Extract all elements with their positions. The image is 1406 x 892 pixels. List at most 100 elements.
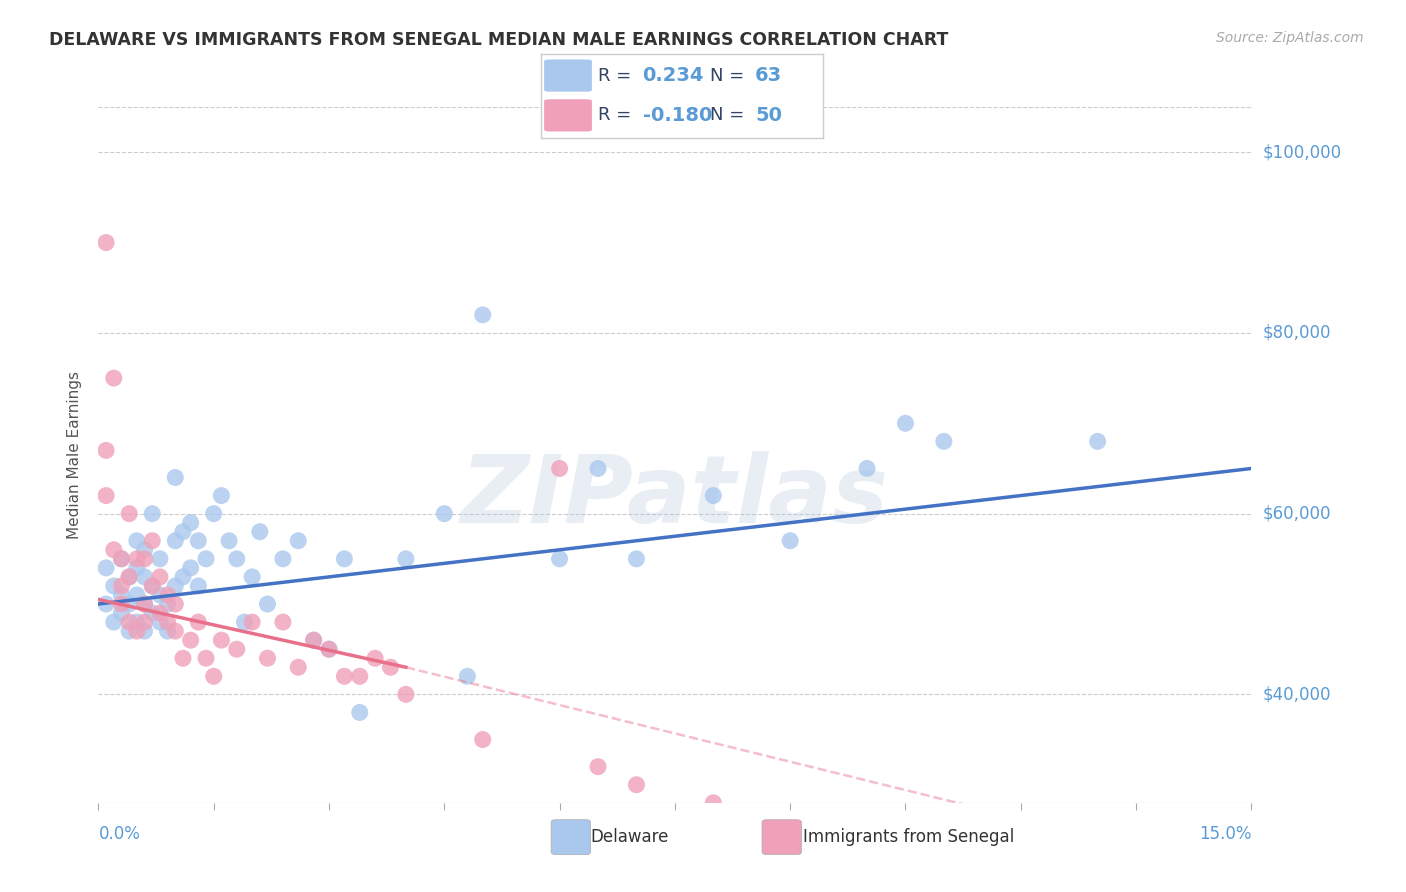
Point: [134, 615, 156, 629]
Point: [225, 642, 247, 657]
Point: [702, 796, 724, 810]
Point: [548, 461, 571, 475]
Point: [302, 633, 325, 648]
Point: [156, 624, 179, 639]
Point: [240, 570, 263, 584]
Point: [125, 588, 148, 602]
Point: [240, 615, 263, 629]
Point: [333, 669, 356, 683]
Point: [141, 579, 163, 593]
Point: [180, 633, 202, 648]
Point: [932, 434, 955, 449]
Text: $40,000: $40,000: [1263, 685, 1331, 704]
Point: [271, 551, 294, 566]
Point: [165, 470, 187, 484]
Point: [149, 615, 172, 629]
Point: [349, 669, 371, 683]
Point: [256, 651, 278, 665]
Point: [134, 570, 156, 584]
Text: R =: R =: [598, 106, 637, 124]
Point: [287, 660, 309, 674]
Point: [125, 561, 148, 575]
Point: [302, 633, 325, 648]
Point: [94, 443, 117, 458]
Point: [134, 542, 156, 557]
Point: [125, 533, 148, 548]
Point: [118, 615, 141, 629]
Point: [395, 551, 418, 566]
Point: [932, 850, 955, 864]
Point: [249, 524, 271, 539]
Point: [271, 615, 294, 629]
Point: [134, 624, 156, 639]
Point: [626, 778, 648, 792]
Point: [209, 489, 232, 503]
Text: $60,000: $60,000: [1263, 505, 1331, 523]
Point: [180, 516, 202, 530]
Point: [456, 669, 478, 683]
FancyBboxPatch shape: [544, 60, 592, 92]
Point: [856, 461, 879, 475]
Point: [110, 551, 132, 566]
Point: [187, 615, 209, 629]
Point: [894, 417, 917, 431]
Point: [779, 533, 801, 548]
Point: [225, 551, 247, 566]
Point: [110, 588, 132, 602]
Text: ZIPatlas: ZIPatlas: [461, 450, 889, 542]
Point: [202, 669, 225, 683]
Point: [702, 489, 724, 503]
Point: [195, 551, 218, 566]
Point: [364, 651, 387, 665]
Text: Immigrants from Senegal: Immigrants from Senegal: [803, 828, 1014, 846]
Point: [626, 551, 648, 566]
Point: [118, 624, 141, 639]
Point: [586, 461, 609, 475]
Text: Source: ZipAtlas.com: Source: ZipAtlas.com: [1216, 31, 1364, 45]
Point: [586, 759, 609, 773]
Text: $80,000: $80,000: [1263, 324, 1331, 342]
Point: [333, 551, 356, 566]
Point: [156, 588, 179, 602]
Point: [141, 606, 163, 620]
Point: [141, 533, 163, 548]
Point: [1087, 434, 1109, 449]
Point: [172, 524, 194, 539]
Point: [125, 624, 148, 639]
Point: [110, 551, 132, 566]
Point: [380, 660, 402, 674]
Point: [172, 651, 194, 665]
Point: [118, 597, 141, 611]
Point: [187, 533, 209, 548]
Point: [118, 570, 141, 584]
Point: [256, 597, 278, 611]
Text: -0.180: -0.180: [643, 106, 711, 125]
FancyBboxPatch shape: [544, 99, 592, 131]
Point: [134, 551, 156, 566]
Text: R =: R =: [598, 67, 637, 85]
Text: N =: N =: [710, 106, 749, 124]
Point: [233, 615, 256, 629]
Y-axis label: Median Male Earnings: Median Male Earnings: [67, 371, 83, 539]
Point: [141, 579, 163, 593]
Point: [110, 597, 132, 611]
Point: [103, 615, 125, 629]
Point: [165, 579, 187, 593]
Point: [149, 606, 172, 620]
Text: 0.0%: 0.0%: [98, 825, 141, 843]
Point: [125, 615, 148, 629]
Point: [156, 597, 179, 611]
Text: $100,000: $100,000: [1263, 144, 1341, 161]
Point: [180, 561, 202, 575]
Text: 63: 63: [755, 66, 782, 85]
Point: [94, 235, 117, 250]
Point: [218, 533, 240, 548]
Point: [187, 579, 209, 593]
Point: [149, 570, 172, 584]
Point: [156, 615, 179, 629]
Point: [165, 597, 187, 611]
Point: [165, 624, 187, 639]
Text: N =: N =: [710, 67, 749, 85]
Point: [287, 533, 309, 548]
Point: [165, 533, 187, 548]
